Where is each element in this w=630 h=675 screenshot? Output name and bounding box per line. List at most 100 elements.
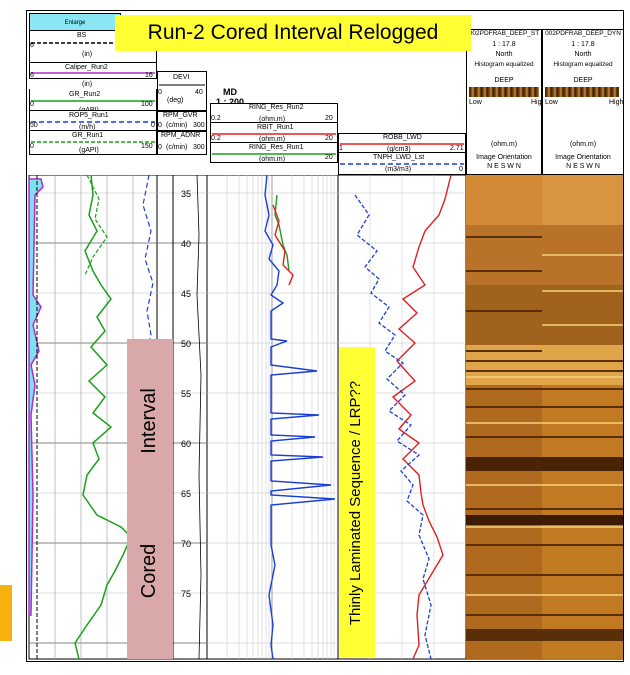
caliper-legend-line: [31, 72, 155, 74]
enlarge-button[interactable]: Enlarge: [29, 13, 121, 31]
depth-70: 70: [181, 539, 192, 549]
rop5-unit: (m/h): [79, 124, 96, 131]
depth-50: 50: [181, 339, 192, 349]
image1-high: High: [531, 99, 546, 106]
rpm-adnr-right-scale: 300: [193, 144, 205, 151]
image2-directions: N E S W N: [566, 163, 600, 170]
image2-color-scale: [545, 87, 619, 97]
ring-run1-right-scale: 20: [325, 154, 333, 161]
devi-left-scale: 0: [158, 89, 162, 96]
image1-scale: 1 : 17.8: [492, 41, 516, 48]
rpm-gvr-right-scale: 300: [193, 122, 205, 129]
image2-high: High: [609, 99, 624, 106]
caliper-right-scale: 16: [145, 72, 153, 79]
tnph-curve-name: TNPH_LWD_Lst: [373, 154, 425, 161]
image2-low: Low: [545, 99, 558, 106]
image1-north: North: [495, 51, 513, 58]
cored-interval-annotation-box: [127, 339, 173, 659]
ring-run2-left-scale: 0.2: [211, 115, 221, 122]
image2-deep: DEEP: [573, 77, 593, 84]
depth-60: 60: [181, 439, 192, 449]
tnph-legend-line: [340, 163, 464, 165]
orange-side-tab: [0, 585, 12, 641]
rbit-legend-line: [212, 133, 336, 135]
depth-45: 45: [181, 289, 192, 299]
ring-run2-right-scale: 20: [325, 115, 333, 122]
tnph-unit: (m3/m3): [385, 166, 412, 173]
robb-unit: (g/cm3): [387, 146, 411, 153]
image2-unit: (ohm.m): [569, 141, 597, 148]
gr-run1-curve-name: GR_Run1: [72, 132, 104, 139]
devi-legend-line: [159, 84, 205, 86]
title-banner: [115, 15, 471, 51]
laminated-annotation-box: [339, 347, 375, 657]
robb-curve-name: ROBB_LWD: [383, 134, 422, 141]
ring-run1-curve-name: RING_Res_Run1: [249, 144, 304, 151]
rpm-gvr-left-scale: 0: [158, 122, 162, 129]
depth-55: 55: [181, 389, 192, 399]
image1-color-scale: [469, 87, 539, 97]
rop5-legend-line: [31, 121, 155, 123]
caliper-left-scale: 6: [30, 72, 34, 79]
rpm-gvr-curve-name: RPM_GVR: [163, 112, 198, 119]
bs-curve-name: BS: [77, 32, 87, 39]
rpm-gvr-unit: (c/min): [166, 122, 188, 129]
ring-run1-unit: (ohm.m): [259, 156, 286, 163]
ring-run1-legend-line: [212, 153, 336, 155]
gr-run1-left-scale: 0: [30, 143, 34, 150]
rbit-left-scale: 0.2: [211, 135, 221, 142]
depth-35: 35: [181, 189, 192, 199]
rop5-curve-name: ROP5_Run1: [69, 112, 109, 119]
robb-right-scale: 2.71: [450, 145, 464, 152]
caliper-unit: (in): [82, 81, 93, 88]
rop5-right-scale: 0: [151, 122, 155, 129]
gr-run2-left-scale: 0: [30, 101, 34, 108]
devi-unit: (deg): [167, 97, 184, 104]
rbit-run1-curve-name: RBIT_Run1: [257, 124, 294, 131]
depth-40: 40: [181, 239, 192, 249]
cored-label: Cored: [138, 543, 160, 599]
gr-run1-unit: (gAPI): [79, 147, 99, 154]
image1-unit: (ohm.m): [490, 141, 518, 148]
image1-hist: Histogram equalized: [474, 61, 534, 68]
image1-deep: DEEP: [494, 77, 514, 84]
robb-left-scale: 1: [339, 145, 343, 152]
page-title: Run-2 Cored Interval Relogged: [147, 21, 439, 44]
ring-run2-unit: (ohm.m): [259, 116, 286, 123]
image2-name: 002PDFRAB_DEEP_DYN: [545, 30, 621, 37]
laminated-label: Thinly Laminated Sequence / LRP??: [347, 380, 364, 626]
log-display: Enlarge BS 6 16 (in) Caliper_Run2 6 16 (…: [26, 10, 624, 662]
image2-hist: Histogram equalized: [553, 61, 613, 68]
image2-north: North: [574, 51, 592, 58]
image1-directions: N E S W N: [487, 163, 521, 170]
gr-run2-unit: (gAPI): [79, 107, 99, 114]
image1-orientation: Image Orientation: [476, 154, 532, 161]
rbit-right-scale: 20: [325, 135, 333, 142]
gr-run1-right-scale: 150: [141, 143, 153, 150]
depth-65: 65: [181, 489, 192, 499]
gr-run2-curve-name: GR_Run2: [69, 91, 101, 98]
md-label: MD: [223, 87, 237, 97]
image2-orientation: Image Orientation: [555, 154, 611, 161]
bs-unit: (in): [82, 51, 93, 58]
rpm-adnr-curve-name: RPM_ADNR: [161, 132, 201, 139]
log-tracks: [28, 175, 623, 660]
image1-name: 002PDFRAB_DEEP_ST: [468, 30, 540, 37]
rop5-left-scale: 50: [30, 122, 38, 129]
caliper-curve-name: Caliper_Run2: [65, 64, 108, 71]
depth-75: 75: [181, 589, 192, 599]
ring-run2-curve-name: RING_Res_Run2: [249, 104, 304, 111]
image1-low: Low: [469, 99, 482, 106]
gr-run1-legend-line: [31, 141, 155, 143]
gr-run2-right-scale: 100: [141, 101, 153, 108]
devi-right-scale: 40: [195, 89, 203, 96]
rbit-unit: (ohm.m): [259, 136, 286, 143]
depth-scale-label: 1 : 200: [215, 97, 245, 107]
rpm-adnr-unit: (c/min): [166, 144, 188, 151]
image2-scale: 1 : 17.8: [571, 41, 595, 48]
rpm-adnr-left-scale: 0: [158, 144, 162, 151]
bs-left-scale: 6: [30, 42, 34, 49]
robb-legend-line: [340, 143, 464, 145]
interval-label: Interval: [138, 388, 160, 454]
gr-run2-legend-line: [31, 100, 155, 102]
